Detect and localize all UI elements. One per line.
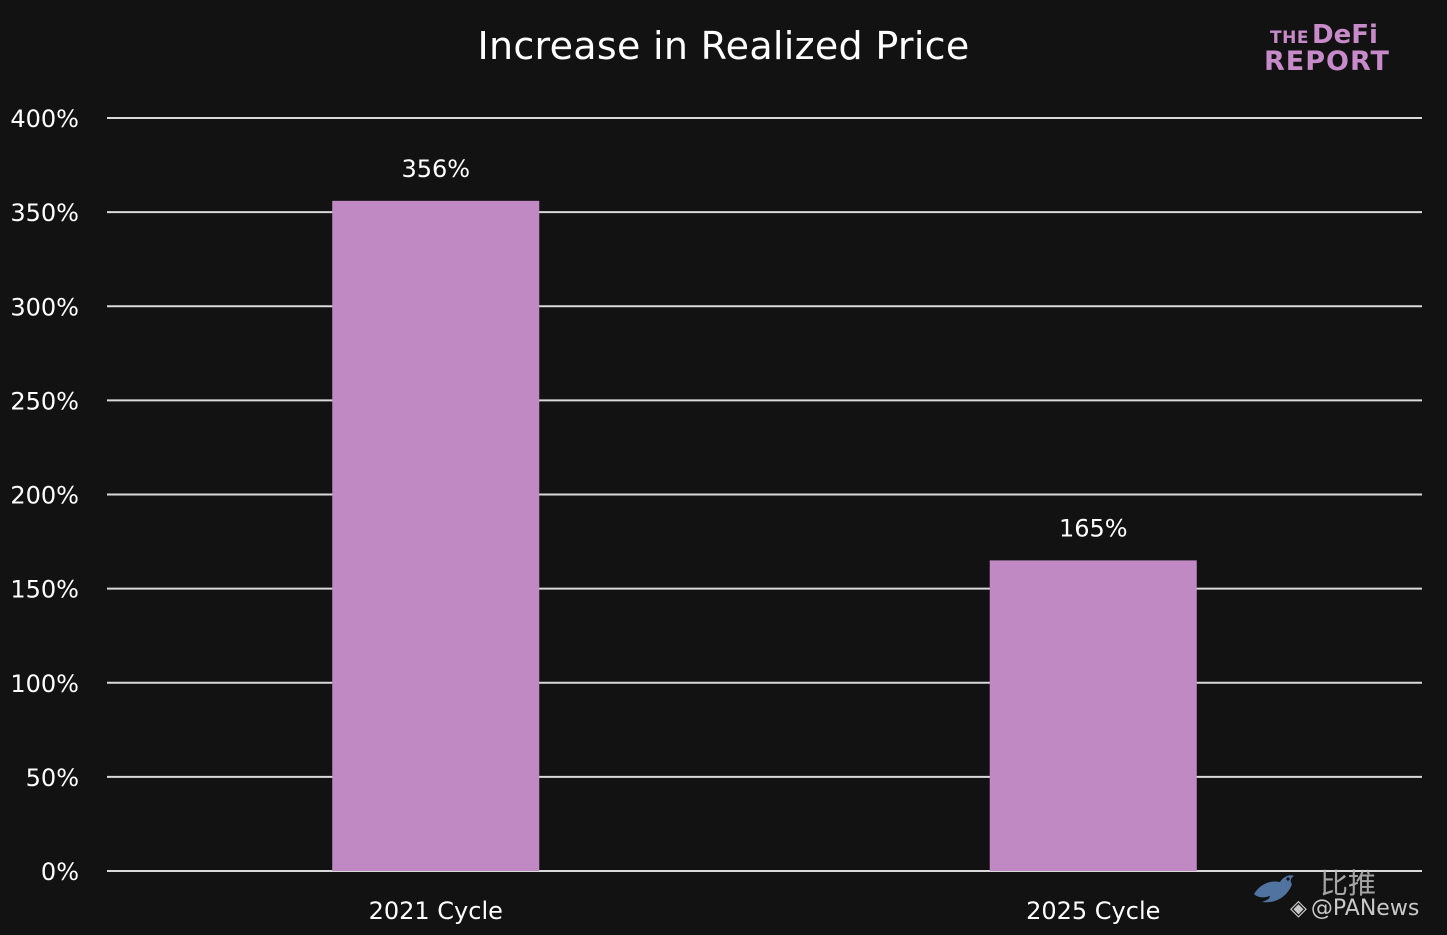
x-tick-label: 2021 Cycle (369, 897, 503, 925)
y-tick-label: 300% (10, 293, 79, 321)
chart-title: Increase in Realized Price (477, 24, 970, 68)
y-tick-label: 100% (10, 670, 79, 698)
y-tick-label: 350% (10, 199, 79, 227)
bars (332, 200, 1197, 871)
logo-defi-text: DeFi (1312, 20, 1378, 50)
logo-report-text: REPORT (1264, 46, 1390, 77)
y-tick-label: 150% (10, 576, 79, 604)
panews-diamond-icon: ◈ (1290, 896, 1307, 921)
bar-2025-cycle (989, 560, 1197, 871)
y-tick-label: 400% (10, 105, 79, 133)
x-axis-tick-labels: 2021 Cycle 2025 Cycle (369, 897, 1161, 925)
logo-the-text: THE (1270, 28, 1309, 48)
defi-report-logo: THE DeFi REPORT (1264, 20, 1394, 82)
watermark: 比推 ◈ @PANews (1250, 862, 1447, 932)
bird-icon (1254, 875, 1294, 903)
watermark-handle-text: @PANews (1310, 896, 1420, 921)
data-labels: 356% 165% (401, 155, 1127, 543)
y-axis-tick-labels: 0% 50% 100% 150% 200% 250% 300% 350% 400% (10, 105, 79, 886)
y-tick-label: 250% (10, 387, 79, 415)
x-tick-label: 2025 Cycle (1026, 897, 1160, 925)
data-label: 165% (1059, 514, 1128, 542)
gridlines (107, 117, 1422, 872)
watermark-cn-text: 比推 (1320, 867, 1377, 900)
bar-2021-cycle (332, 200, 540, 871)
watermark-handle: ◈ @PANews (1290, 896, 1419, 921)
y-tick-label: 50% (26, 764, 79, 792)
y-tick-label: 0% (41, 858, 79, 886)
data-label: 356% (401, 155, 470, 183)
y-tick-label: 200% (10, 482, 79, 510)
